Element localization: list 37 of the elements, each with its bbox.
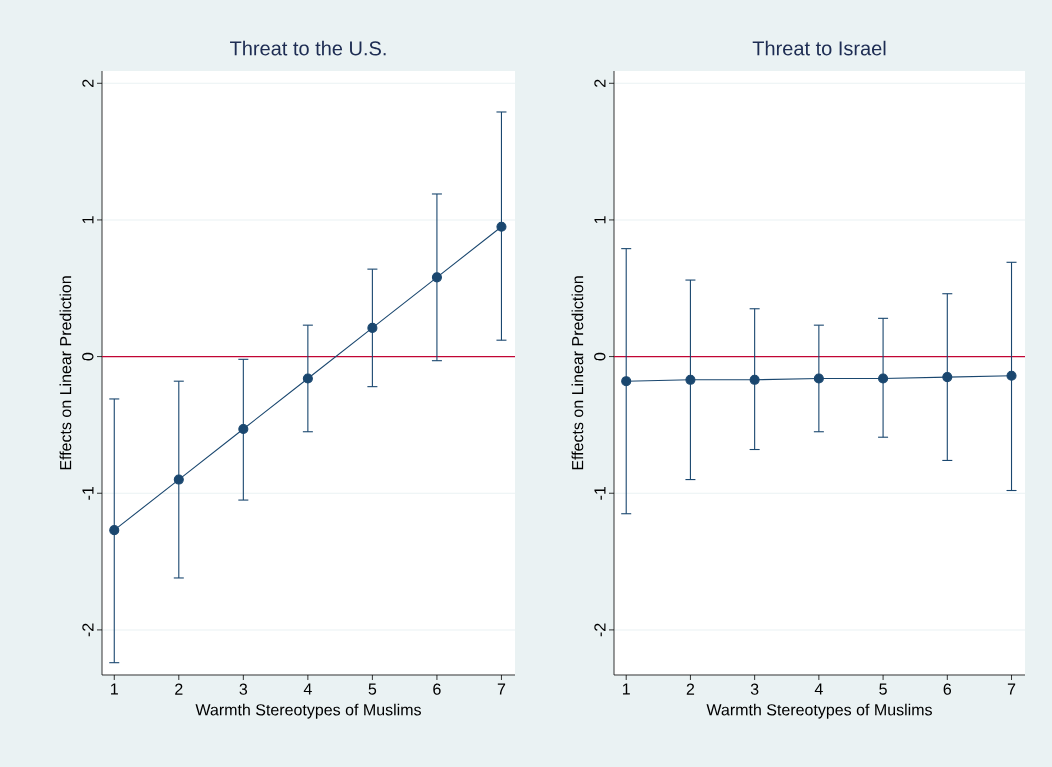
y-tick-label: -1	[594, 486, 606, 500]
x-tick-label: 1	[111, 683, 118, 695]
chart-title: Threat to Israel	[752, 40, 886, 56]
x-tick-label: 5	[879, 683, 887, 695]
y-tick-label: -2	[594, 623, 606, 637]
point	[367, 322, 378, 333]
y-tick-label: 0	[82, 352, 94, 361]
point	[302, 373, 313, 384]
y-tick-label: 2	[82, 79, 94, 87]
x-axis-title: Warmth Stereotypes of Muslims	[195, 703, 421, 719]
y-axis-title: Effects on Linear Prediction	[59, 276, 72, 470]
x-tick-label: 6	[943, 683, 952, 695]
y-tick-label: -1	[82, 486, 94, 500]
chart-title: Threat to the U.S.	[230, 40, 386, 56]
x-tick-label: 4	[303, 683, 312, 695]
point	[109, 525, 120, 536]
y-tick-label: 1	[82, 216, 94, 224]
y-axis-title: Effects on Linear Prediction	[571, 276, 584, 470]
y-tick-label: 1	[594, 216, 606, 224]
x-tick-label: 7	[1007, 683, 1016, 695]
point	[496, 221, 507, 232]
y-tick-label: -2	[82, 623, 94, 637]
point	[431, 272, 442, 283]
y-tick-label: 0	[594, 352, 606, 361]
x-tick-label: 3	[239, 683, 248, 695]
point	[173, 474, 184, 485]
x-tick-label: 6	[433, 683, 441, 695]
point	[238, 423, 249, 435]
x-tick-label: 3	[750, 683, 759, 695]
x-tick-label: 5	[368, 683, 377, 695]
x-tick-label: 7	[497, 683, 506, 695]
x-axis-title: Warmth Stereotypes of Muslims	[706, 703, 932, 719]
x-tick-label: 2	[686, 683, 695, 695]
x-tick-label: 1	[622, 683, 630, 695]
x-tick-label: 4	[814, 683, 823, 695]
x-tick-label: 2	[175, 683, 183, 695]
y-tick-label: 2	[594, 79, 606, 87]
